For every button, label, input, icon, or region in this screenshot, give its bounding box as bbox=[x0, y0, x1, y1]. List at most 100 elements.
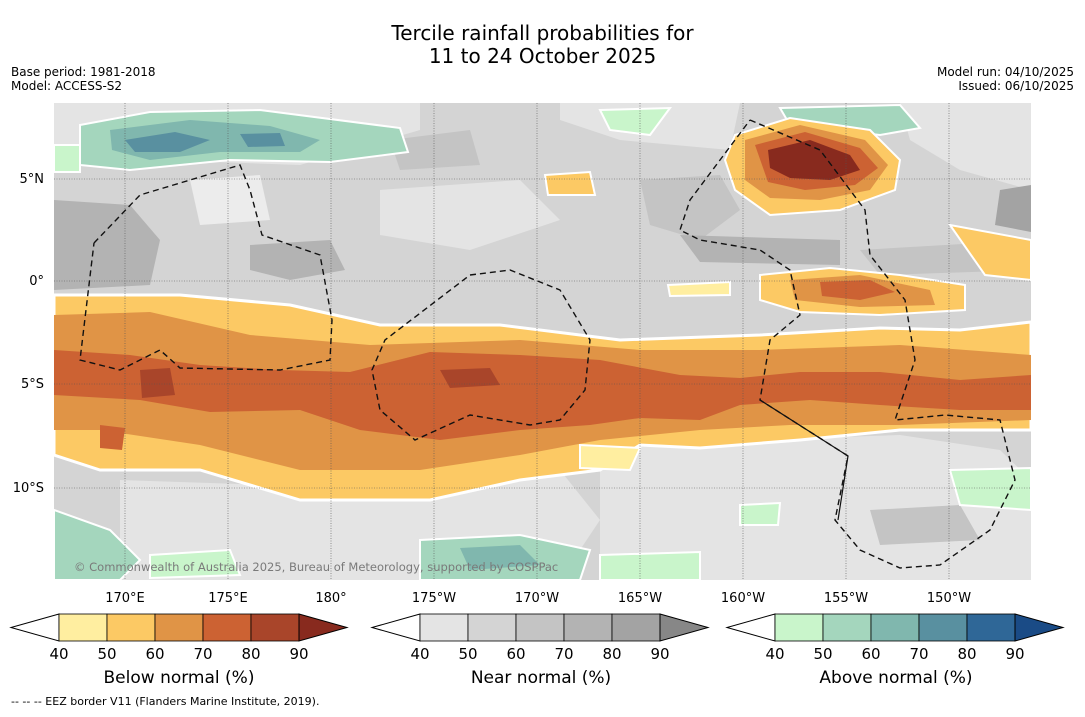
lat-axis: 5°N 0° 5°S 10°S bbox=[13, 172, 44, 496]
below70-region bbox=[54, 350, 1031, 440]
colorbar-tick-label: 60 bbox=[145, 645, 164, 663]
colorbar-label-below: Below normal (%) bbox=[103, 668, 255, 688]
lon-label: 160°W bbox=[721, 591, 765, 606]
map-title-line1: Tercile rainfall probabilities for bbox=[391, 21, 694, 45]
near40-patch bbox=[190, 175, 270, 225]
colorbar-bin bbox=[563, 613, 613, 642]
near40-patch bbox=[380, 180, 560, 250]
lon-label: 170°W bbox=[515, 591, 559, 606]
near80-patch bbox=[995, 185, 1031, 232]
eez-border-line bbox=[371, 269, 591, 441]
lat-label: 5°N bbox=[20, 172, 45, 187]
lat-label: 5°S bbox=[21, 377, 44, 392]
colorbar-extend-low bbox=[725, 613, 776, 642]
colorbar-tick-label: 40 bbox=[49, 645, 68, 663]
lon-label: 155°W bbox=[824, 591, 868, 606]
colorbar: 40 50 60 70 80 90 bbox=[9, 613, 349, 663]
colorbar-tick-label: 40 bbox=[410, 645, 429, 663]
above70-region bbox=[125, 132, 210, 152]
eez-legend-text: -- -- -- EEZ border V11 (Flanders Marine… bbox=[11, 695, 320, 708]
colorbar-label-above: Above normal (%) bbox=[819, 668, 973, 688]
colorbar-label-near: Near normal (%) bbox=[470, 668, 612, 688]
lon-label: 150°W bbox=[927, 591, 971, 606]
colorbar-extend-low bbox=[9, 613, 60, 642]
lon-label: 165°W bbox=[618, 591, 662, 606]
lon-label: 175°E bbox=[208, 591, 248, 606]
colorbar-bin bbox=[154, 613, 204, 642]
near70-patch bbox=[680, 235, 840, 265]
colorbar-tick-label: 60 bbox=[506, 645, 525, 663]
colorbar-bin bbox=[966, 613, 1016, 642]
near60-patch bbox=[870, 505, 980, 545]
model-text: Model: ACCESS-S2 bbox=[11, 79, 123, 93]
colorbar-tick-label: 70 bbox=[193, 645, 212, 663]
colorbar-tick-label: 50 bbox=[458, 645, 477, 663]
map-title: Tercile rainfall probabilities for 11 to… bbox=[0, 22, 1085, 68]
colorbar-extend-low bbox=[370, 613, 421, 642]
copyright-text: © Commonwealth of Australia 2025, Bureau… bbox=[74, 560, 558, 574]
issued-text: Issued: 06/10/2025 bbox=[958, 79, 1074, 93]
graticule bbox=[54, 103, 1031, 580]
below40-region bbox=[666, 280, 731, 298]
map-area: © Commonwealth of Australia 2025, Bureau… bbox=[54, 103, 1031, 580]
above50-region bbox=[54, 508, 142, 580]
below50-region bbox=[947, 223, 1031, 282]
below70-region bbox=[100, 425, 125, 450]
colorbar-bin bbox=[918, 613, 968, 642]
colorbar-bin bbox=[58, 613, 108, 642]
below80-region bbox=[440, 368, 500, 388]
meta-right: Model run: 04/10/2025 Issued: 06/10/2025 bbox=[937, 65, 1074, 93]
colorbar-tick-label: 70 bbox=[554, 645, 573, 663]
eez-border-line bbox=[679, 119, 849, 457]
colorbar-bin bbox=[774, 613, 824, 642]
above70-region bbox=[240, 133, 285, 147]
colorbar-bin bbox=[419, 613, 469, 642]
lat-label: 0° bbox=[29, 274, 44, 289]
colorbar-tick-label: 50 bbox=[97, 645, 116, 663]
near70-patch bbox=[54, 200, 160, 290]
colorbar-extend-high bbox=[298, 613, 349, 642]
below40-region bbox=[579, 443, 642, 472]
meta-left: Base period: 1981-2018 Model: ACCESS-S2 bbox=[11, 65, 156, 93]
lon-label: 180° bbox=[315, 591, 346, 606]
above40-region bbox=[54, 144, 81, 173]
lat-label: 10°S bbox=[13, 481, 44, 496]
colorbar-bin bbox=[250, 613, 300, 642]
above40-region bbox=[739, 501, 782, 526]
colorbar-tick-label: 80 bbox=[602, 645, 621, 663]
near70-patch bbox=[250, 240, 345, 280]
below90-region bbox=[768, 140, 860, 180]
colorbar-bin bbox=[870, 613, 920, 642]
colorbar-tick-label: 80 bbox=[241, 645, 260, 663]
below70-region bbox=[820, 280, 895, 300]
near40-patch bbox=[600, 435, 1031, 580]
colorbar-extend-high bbox=[1014, 613, 1065, 642]
lon-axis: 170°E 175°E 180° 175°W 170°W 165°W 160°W… bbox=[105, 591, 971, 606]
above60-region bbox=[460, 545, 540, 570]
colorbar-bin bbox=[822, 613, 872, 642]
colorbar-bin bbox=[106, 613, 156, 642]
colorbar-bin bbox=[467, 613, 517, 642]
near60-patch bbox=[640, 175, 740, 240]
colorbar-tick-label: 80 bbox=[957, 645, 976, 663]
colorbar-tick-label: 90 bbox=[289, 645, 308, 663]
colorbar-tick-label: 90 bbox=[650, 645, 669, 663]
above40-region bbox=[598, 106, 673, 137]
eez-solid-line bbox=[759, 399, 849, 521]
below80-region bbox=[140, 368, 175, 398]
colorbar: 40 50 60 70 80 90 bbox=[725, 613, 1065, 663]
colorbar-bin bbox=[515, 613, 565, 642]
model-run-text: Model run: 04/10/2025 bbox=[936, 65, 1074, 79]
lon-label: 170°E bbox=[105, 591, 145, 606]
eez-border-line bbox=[79, 164, 333, 371]
colorbar-tick-label: 70 bbox=[909, 645, 928, 663]
colorbars: 40 50 60 70 80 90 40 50 60 70 80 90 40 50 60 70 80 90 bbox=[9, 613, 1065, 663]
lon-label: 175°W bbox=[412, 591, 456, 606]
colorbar-bin bbox=[611, 613, 661, 642]
eez-border-line bbox=[749, 119, 1016, 569]
colorbar-tick-label: 90 bbox=[1005, 645, 1024, 663]
colorbar-bin bbox=[202, 613, 252, 642]
below50-region bbox=[543, 170, 597, 196]
above40-region bbox=[948, 466, 1031, 512]
